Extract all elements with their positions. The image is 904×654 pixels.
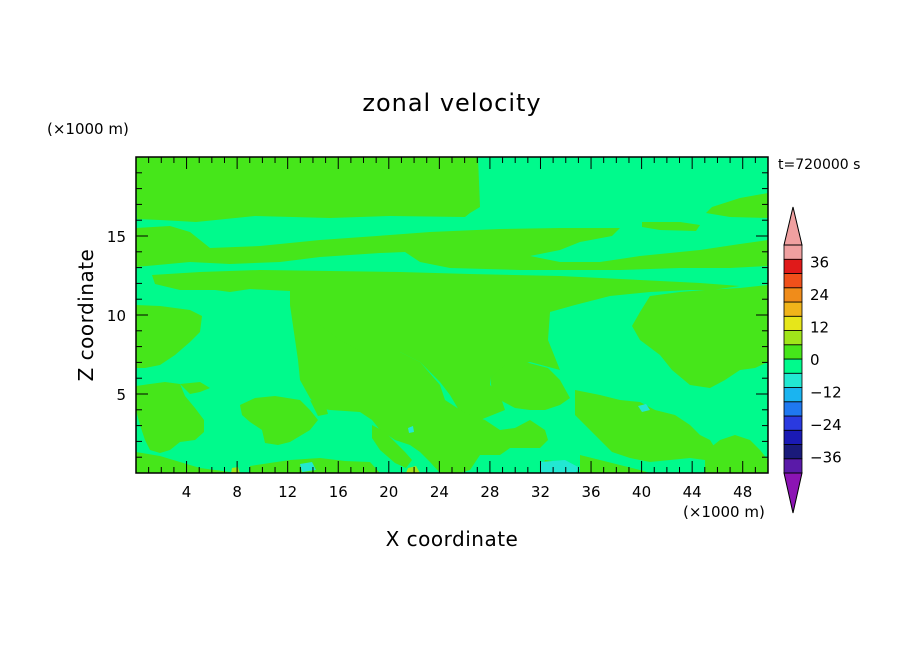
colorbar-segment	[783, 287, 803, 303]
positive-region	[136, 305, 202, 368]
colorbar-label: −24	[810, 416, 842, 434]
colorbar-segment	[783, 315, 803, 331]
colorbar-segment	[783, 429, 803, 445]
x-tick-label: 12	[278, 483, 297, 501]
high-value-spot	[231, 467, 240, 473]
x-tick-label: 48	[733, 483, 752, 501]
colorbar-over-triangle	[783, 206, 803, 246]
positive-region	[632, 285, 768, 388]
x-tick-label: 36	[581, 483, 600, 501]
high-value-spot	[406, 466, 420, 473]
x-tick-label: 28	[480, 483, 499, 501]
colorbar-segment	[783, 372, 803, 388]
colorbar-segment	[783, 387, 803, 403]
x-tick-label: 24	[430, 483, 449, 501]
positive-region	[490, 362, 570, 410]
x-tick-label: 16	[329, 483, 348, 501]
colorbar-segment	[783, 358, 803, 374]
x-tick-label: 4	[182, 483, 192, 501]
positive-region	[180, 382, 210, 394]
colorbar-segment	[783, 458, 803, 474]
positive-region	[250, 458, 380, 473]
colorbar-segment	[783, 330, 803, 346]
colorbar-label: 0	[810, 351, 820, 369]
x-tick-label: 32	[531, 483, 550, 501]
positive-region	[240, 396, 318, 445]
negative-region	[638, 404, 650, 412]
positive-region	[152, 270, 740, 420]
x-unit-label: (×1000 m)	[683, 503, 765, 521]
colorbar-segment	[783, 344, 803, 360]
colorbar-label: −12	[810, 384, 842, 402]
positive-region	[136, 157, 480, 222]
positive-region	[136, 157, 182, 194]
negative-region	[300, 462, 316, 472]
positive-region	[136, 452, 260, 473]
x-tick-label: 20	[379, 483, 398, 501]
colorbar-segment	[783, 258, 803, 274]
positive-region	[706, 193, 768, 218]
chart-title: zonal velocity	[362, 89, 541, 117]
colorbar-under-triangle	[783, 472, 803, 514]
x-tick-label: 40	[632, 483, 651, 501]
x-tick-label: 8	[232, 483, 242, 501]
colorbar-segment	[783, 301, 803, 317]
y-tick-label: 5	[116, 386, 126, 404]
x-tick-label: 44	[683, 483, 702, 501]
positive-region	[642, 222, 700, 231]
colorbar-segment	[783, 415, 803, 431]
negative-region	[540, 460, 580, 473]
positive-region	[438, 425, 462, 446]
positive-region	[372, 425, 412, 468]
colorbar: 36 24 12 0 −12 −24 −36	[783, 206, 842, 514]
colorbar-label: −36	[810, 449, 842, 467]
y-axis: 5 10 15	[107, 172, 768, 458]
positive-region	[290, 305, 548, 473]
x-axis: 4 8 12 16 20 24 28 32 36 40 44 48	[148, 157, 756, 501]
colorbar-label: 12	[810, 318, 829, 336]
colorbar-segment	[783, 401, 803, 417]
colorbar-segment	[783, 444, 803, 460]
positive-region	[136, 226, 768, 270]
y-tick-label: 10	[107, 307, 126, 325]
contour-field	[136, 157, 768, 473]
y-tick-label: 15	[107, 228, 126, 246]
negative-region	[408, 426, 414, 433]
positive-region	[310, 400, 328, 416]
colorbar-label: 24	[810, 286, 829, 304]
y-axis-label: Z coordinate	[74, 249, 98, 382]
colorbar-segment	[783, 273, 803, 289]
colorbar-label: 36	[810, 253, 829, 271]
positive-region	[136, 382, 204, 453]
time-label: t=720000 s	[778, 157, 860, 173]
positive-region	[575, 390, 720, 462]
positive-region	[580, 455, 650, 473]
positive-region	[705, 435, 768, 473]
y-unit-label: (×1000 m)	[47, 120, 129, 138]
colorbar-segment	[783, 244, 803, 260]
x-axis-label: X coordinate	[386, 527, 519, 551]
